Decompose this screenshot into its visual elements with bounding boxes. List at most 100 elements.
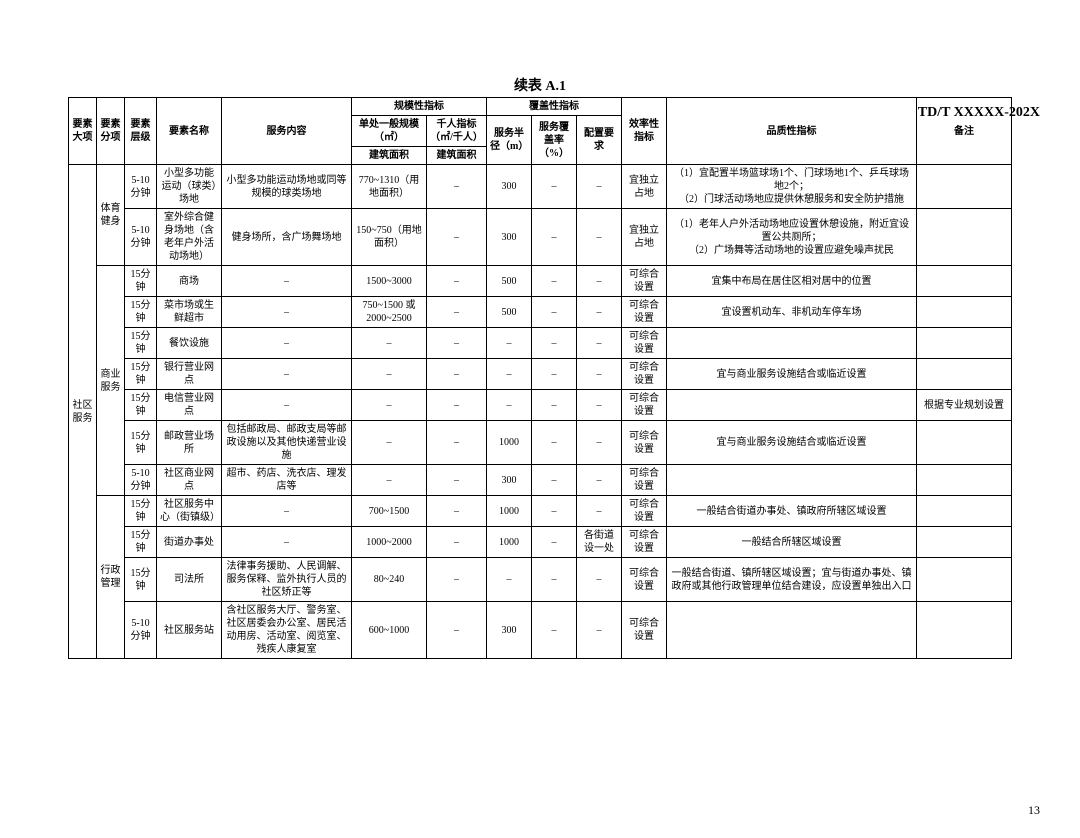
table-cell: 可综合设置	[622, 297, 667, 328]
table-cell: –	[577, 602, 622, 659]
table-cell: 法律事务援助、人民调解、服务保释、监外执行人员的社区矫正等	[222, 558, 352, 602]
h-g2: 覆盖性指标	[487, 98, 622, 116]
table-cell: 300	[487, 209, 532, 266]
table-cell: –	[532, 465, 577, 496]
table-cell: 餐饮设施	[157, 328, 222, 359]
table-cell: 电信营业网点	[157, 390, 222, 421]
table-cell	[917, 165, 1012, 209]
table-cell: –	[532, 328, 577, 359]
table-title: 续表 A.1	[0, 75, 1080, 95]
table-cell: –	[487, 359, 532, 390]
table-cell: 可综合设置	[622, 602, 667, 659]
table-cell: 15分钟	[125, 496, 157, 527]
table-cell: –	[577, 165, 622, 209]
table-cell: 15分钟	[125, 390, 157, 421]
h-g2b: 服务覆盖率（%）	[532, 116, 577, 165]
table-cell: 15分钟	[125, 297, 157, 328]
table-cell: –	[222, 359, 352, 390]
table-cell: –	[532, 496, 577, 527]
table-cell	[917, 359, 1012, 390]
table-cell: –	[487, 558, 532, 602]
table-cell: –	[427, 527, 487, 558]
table-cell: 可综合设置	[622, 558, 667, 602]
table-cell: 小型多功能运动场地或同等规模的球类场地	[222, 165, 352, 209]
table-cell: 社区商业网点	[157, 465, 222, 496]
table-cell: 300	[487, 602, 532, 659]
table-row: 5-10分钟社区服务站含社区服务大厅、警务室、社区居委会办公室、居民活动用房、活…	[69, 602, 1012, 659]
table-cell: 体育健身	[97, 165, 125, 266]
table-cell: –	[532, 421, 577, 465]
doc-code: TD/T XXXXX-202X	[918, 105, 1040, 121]
table-cell: （1）老年人户外活动场地应设置休憩设施，附近宜设置公共厕所；（2）广场舞等活动场…	[667, 209, 917, 266]
table-cell: –	[352, 359, 427, 390]
table-cell: –	[532, 558, 577, 602]
h-g1: 规模性指标	[352, 98, 487, 116]
table-cell: –	[487, 390, 532, 421]
table-cell: –	[427, 165, 487, 209]
table-cell: –	[577, 359, 622, 390]
table-cell: 500	[487, 297, 532, 328]
table-row: 15分钟邮政营业场所包括邮政局、邮政支局等邮政设施以及其他快递营业设施––100…	[69, 421, 1012, 465]
table-cell: –	[222, 496, 352, 527]
table-cell: –	[532, 602, 577, 659]
table-cell: –	[222, 266, 352, 297]
table-cell: 社区服务	[69, 165, 97, 659]
table-cell: 包括邮政局、邮政支局等邮政设施以及其他快递营业设施	[222, 421, 352, 465]
h-g1b: 千人指标（㎡/千人）	[427, 116, 487, 147]
table-cell: –	[427, 390, 487, 421]
table-cell: –	[532, 209, 577, 266]
table-cell	[917, 421, 1012, 465]
table-cell: –	[352, 390, 427, 421]
table-cell: –	[427, 558, 487, 602]
table-cell: 可综合设置	[622, 527, 667, 558]
h-c3: 要素层级	[125, 98, 157, 165]
h-g1a2: 建筑面积	[352, 147, 427, 165]
table-row: 15分钟街道办事处–1000~2000–1000–各街道设一处可综合设置一般结合…	[69, 527, 1012, 558]
table-cell: 15分钟	[125, 328, 157, 359]
table-cell: –	[532, 390, 577, 421]
table-cell: –	[427, 359, 487, 390]
table-cell: 可综合设置	[622, 266, 667, 297]
table-cell	[917, 558, 1012, 602]
table-cell: –	[427, 266, 487, 297]
table-row: 15分钟电信营业网点––––––可综合设置根据专业规划设置	[69, 390, 1012, 421]
table-cell: 商业服务	[97, 266, 125, 496]
table-cell: 770~1310（用地面积）	[352, 165, 427, 209]
table-cell: 80~240	[352, 558, 427, 602]
table-cell: –	[532, 527, 577, 558]
table-cell: –	[427, 297, 487, 328]
table-cell: 500	[487, 266, 532, 297]
table-cell: 社区服务站	[157, 602, 222, 659]
table-cell: 各街道设一处	[577, 527, 622, 558]
table-cell	[667, 390, 917, 421]
table-cell: 室外综合健身场地（含老年户外活动场地）	[157, 209, 222, 266]
table-row: 15分钟餐饮设施––––––可综合设置	[69, 328, 1012, 359]
data-table: 要素大项 要素分项 要素层级 要素名称 服务内容 规模性指标 覆盖性指标 效率性…	[68, 97, 1012, 659]
table-cell: –	[427, 209, 487, 266]
table-cell: 小型多功能运动（球类）场地	[157, 165, 222, 209]
h-g1b2: 建筑面积	[427, 147, 487, 165]
table-cell: –	[427, 496, 487, 527]
table-cell	[917, 602, 1012, 659]
table-cell: –	[487, 328, 532, 359]
table-cell	[917, 527, 1012, 558]
h-c5: 服务内容	[222, 98, 352, 165]
table-cell: –	[352, 465, 427, 496]
table-cell: –	[222, 390, 352, 421]
table-row: 社区服务体育健身5-10分钟小型多功能运动（球类）场地小型多功能运动场地或同等规…	[69, 165, 1012, 209]
table-cell: 菜市场或生鲜超市	[157, 297, 222, 328]
h-eff: 效率性指标	[622, 98, 667, 165]
table-cell: 宜独立占地	[622, 165, 667, 209]
table-cell: 宜与商业服务设施结合或临近设置	[667, 421, 917, 465]
table-cell: 1500~3000	[352, 266, 427, 297]
table-cell: 5-10分钟	[125, 465, 157, 496]
h-g2a: 服务半径（m）	[487, 116, 532, 165]
h-c2: 要素分项	[97, 98, 125, 165]
table-cell: 700~1500	[352, 496, 427, 527]
table-cell: 街道办事处	[157, 527, 222, 558]
table-cell: –	[577, 390, 622, 421]
table-cell: –	[577, 421, 622, 465]
table-cell: 1000	[487, 421, 532, 465]
table-row: 15分钟司法所法律事务援助、人民调解、服务保释、监外执行人员的社区矫正等80~2…	[69, 558, 1012, 602]
table-cell: –	[427, 421, 487, 465]
